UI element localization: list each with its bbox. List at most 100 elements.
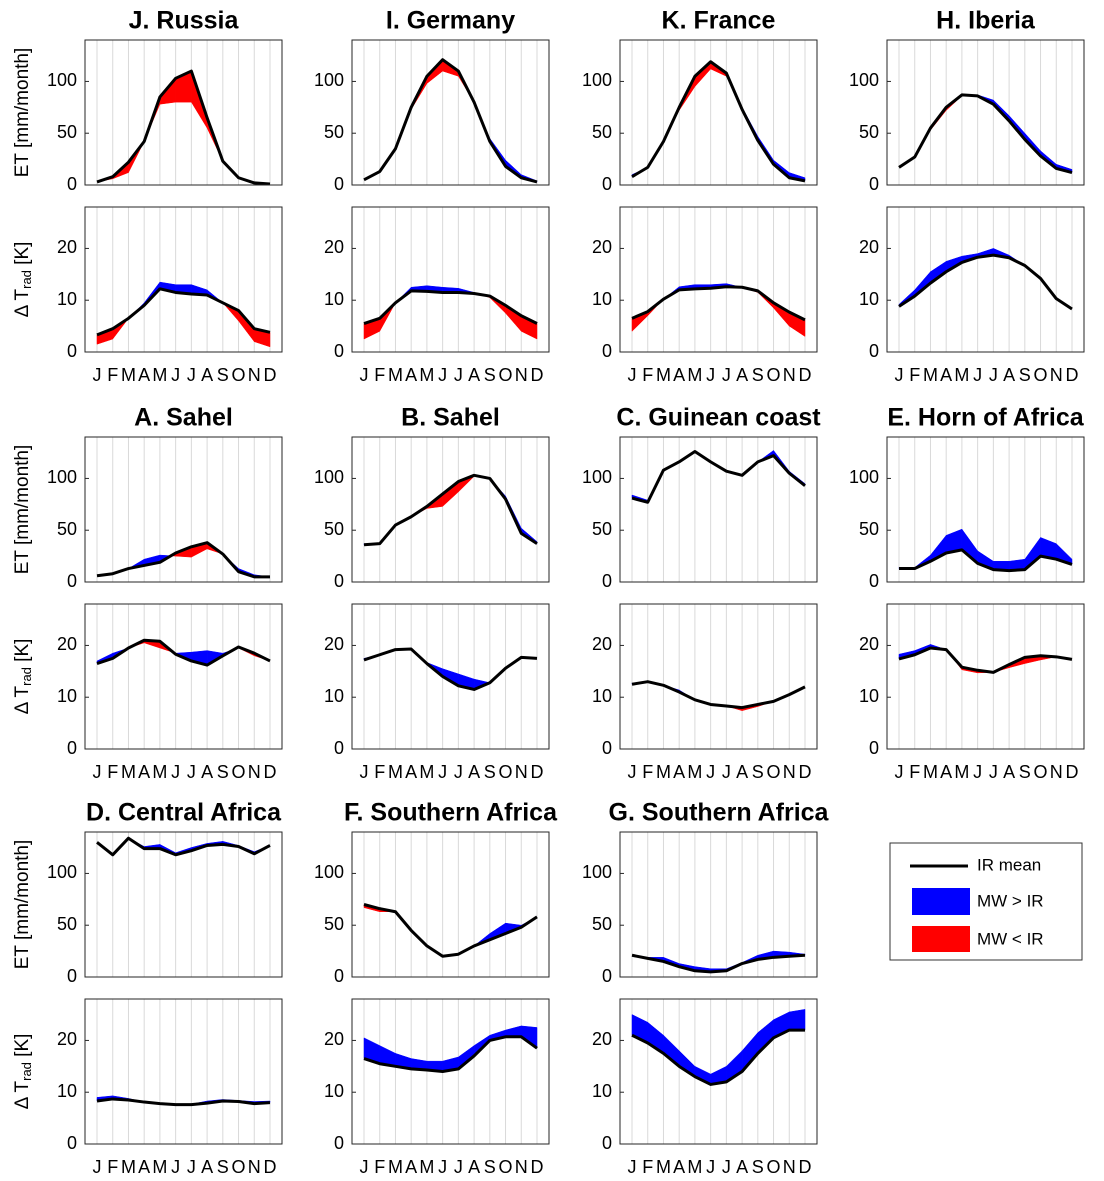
x-tick-label: O — [1034, 762, 1048, 782]
axes-box — [84, 603, 283, 750]
y-tick-label: 50 — [57, 914, 77, 934]
x-tick-label: M — [923, 762, 938, 782]
x-tick-label: A — [468, 1157, 480, 1177]
ir-mean-line — [96, 638, 271, 667]
ir-mean-line — [898, 646, 1073, 674]
x-tick-label: A — [405, 365, 417, 385]
y-tick-label: 10 — [592, 686, 612, 706]
legend-label: MW < IR — [977, 929, 1044, 948]
x-tick-label: M — [687, 762, 702, 782]
axes-box — [351, 206, 550, 353]
y-tick-label: 0 — [602, 174, 612, 194]
y-tick-label: 20 — [324, 634, 344, 654]
x-tick-label: A — [405, 762, 417, 782]
x-tick-label: F — [909, 365, 920, 385]
x-tick-label: J — [171, 365, 180, 385]
y-axis-label-text: ET [mm/month] — [12, 840, 33, 970]
x-tick-label: J — [989, 762, 998, 782]
x-tick-label: S — [484, 762, 496, 782]
x-tick-label: S — [217, 1157, 229, 1177]
axes-box — [619, 603, 818, 750]
x-tick-label: A — [940, 762, 952, 782]
y-tick-label: 50 — [57, 519, 77, 539]
x-tick-label: D — [1066, 365, 1079, 385]
y-tick-label: 0 — [869, 174, 879, 194]
y-tick-label: 0 — [602, 1133, 612, 1153]
y-axis-label: ET [mm/month] — [12, 445, 33, 575]
y-tick-label: 0 — [602, 341, 612, 361]
x-tick-label: J — [722, 1157, 731, 1177]
y-axis-label-subscript: rad — [19, 270, 34, 289]
x-tick-label: A — [673, 762, 685, 782]
x-tick-label: N — [248, 1157, 261, 1177]
legend: IR mean MW > IR MW < IR — [889, 842, 1083, 961]
ir-mean-line — [631, 680, 806, 710]
x-tick-label: F — [107, 1157, 118, 1177]
ir-mean-line — [898, 253, 1073, 311]
x-tick-label: S — [484, 1157, 496, 1177]
ir-mean-line — [363, 903, 538, 958]
x-tick-label: D — [799, 1157, 812, 1177]
ir-mean-line — [899, 548, 1073, 573]
x-tick-label: J — [722, 762, 731, 782]
x-tick-label: A — [468, 365, 480, 385]
y-axis-label: Δ Trad [K] — [12, 242, 34, 318]
x-tick-label: D — [531, 762, 544, 782]
x-tick-label: J — [438, 365, 447, 385]
x-tick-label: J — [973, 365, 982, 385]
x-tick-label: J — [360, 762, 369, 782]
y-tick-label: 100 — [314, 862, 344, 882]
x-tick-label: J — [360, 1157, 369, 1177]
x-tick-label: A — [1003, 365, 1015, 385]
x-tick-label: F — [642, 365, 653, 385]
y-axis-label-unit: [K] — [12, 242, 33, 271]
ir-mean-line — [363, 58, 538, 184]
legend-label: MW > IR — [977, 891, 1044, 910]
x-tick-label: D — [264, 1157, 277, 1177]
y-tick-label: 50 — [324, 122, 344, 142]
y-tick-label: 20 — [859, 237, 879, 257]
x-tick-label: J — [454, 1157, 463, 1177]
y-axis-label-text: Δ T — [12, 289, 33, 318]
ir-mean-line — [96, 541, 270, 579]
x-tick-label: J — [187, 1157, 196, 1177]
y-axis-label-subscript: rad — [19, 667, 34, 686]
x-tick-label: J — [706, 365, 715, 385]
x-tick-label: A — [673, 1157, 685, 1177]
x-tick-label: M — [656, 365, 671, 385]
x-tick-label: D — [531, 365, 544, 385]
ir-mean-line — [898, 93, 1073, 175]
y-tick-label: 10 — [57, 1081, 77, 1101]
x-tick-label: D — [799, 762, 812, 782]
y-tick-label: 100 — [849, 467, 879, 487]
y-tick-label: 20 — [57, 237, 77, 257]
y-tick-label: 0 — [67, 174, 77, 194]
x-tick-label: J — [628, 762, 637, 782]
x-tick-label: A — [138, 1157, 150, 1177]
x-tick-label: N — [783, 365, 796, 385]
y-tick-label: 0 — [334, 341, 344, 361]
y-axis-label-text: Δ T — [12, 1081, 33, 1110]
x-tick-label: S — [1019, 762, 1031, 782]
axes-box — [84, 206, 283, 353]
x-tick-label: M — [152, 762, 167, 782]
chart-title: I. Germany — [386, 7, 515, 35]
axes-box — [351, 998, 550, 1145]
y-tick-label: 50 — [324, 914, 344, 934]
y-tick-label: 0 — [869, 738, 879, 758]
x-tick-label: M — [121, 1157, 136, 1177]
y-axis-label-unit: [K] — [12, 639, 33, 668]
legend-swatch — [912, 888, 970, 915]
x-tick-label: N — [515, 762, 528, 782]
plot-area — [887, 207, 1084, 352]
x-tick-label: F — [374, 762, 385, 782]
y-axis-label-text: ET [mm/month] — [12, 445, 33, 575]
x-tick-label: D — [264, 762, 277, 782]
axes-box — [619, 39, 818, 186]
axes-box — [619, 998, 818, 1145]
x-tick-label: A — [201, 762, 213, 782]
y-tick-label: 100 — [47, 862, 77, 882]
plot-area — [352, 437, 549, 582]
x-tick-label: S — [1019, 365, 1031, 385]
